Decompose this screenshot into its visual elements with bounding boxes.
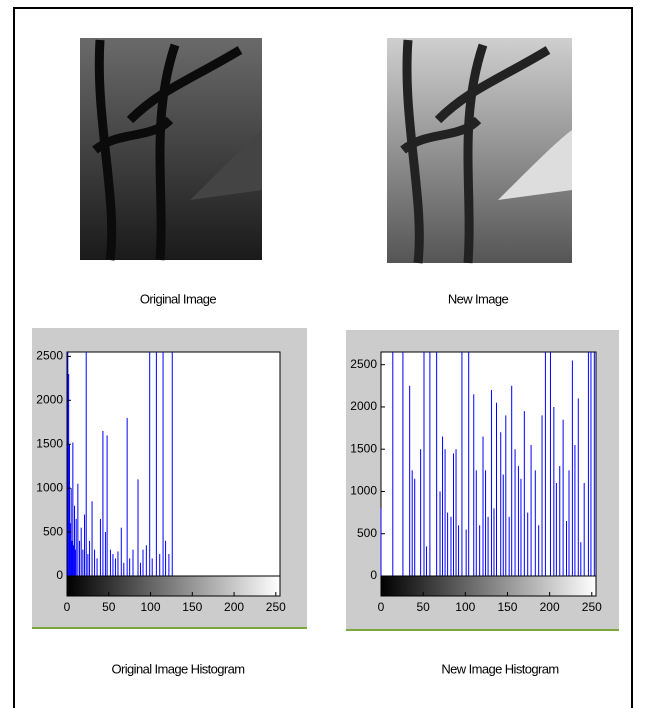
x-tick-label: 50 (416, 600, 430, 614)
chart-caption: Original Image Histogram (112, 661, 245, 676)
y-tick-label: 1000 (36, 480, 63, 494)
y-tick-label: 2000 (36, 392, 63, 406)
y-tick-label: 2000 (350, 399, 377, 413)
x-tick-label: 200 (224, 600, 244, 614)
x-tick-label: 50 (102, 600, 116, 614)
y-tick-label: 1500 (350, 441, 377, 455)
original-image (80, 38, 262, 260)
x-tick-label: 100 (141, 600, 161, 614)
plot-area (67, 352, 280, 576)
colorbar (67, 576, 280, 596)
x-tick-label: 150 (182, 600, 202, 614)
y-tick-label: 2500 (350, 357, 377, 371)
x-tick-label: 250 (582, 600, 602, 614)
figure: Original Image New Image 050010001500200… (0, 0, 646, 708)
x-tick-label: 0 (378, 600, 385, 614)
x-tick-label: 0 (64, 600, 71, 614)
colorbar (381, 576, 596, 596)
image-caption: Original Image (140, 291, 217, 306)
y-tick-label: 0 (370, 568, 377, 582)
y-tick-label: 500 (43, 524, 63, 538)
y-tick-label: 2500 (36, 349, 63, 363)
y-tick-label: 1500 (36, 436, 63, 450)
new-image (387, 38, 572, 263)
chart-caption: New Image Histogram (441, 661, 558, 676)
image-caption: New Image (448, 291, 509, 306)
x-tick-label: 250 (266, 600, 286, 614)
y-tick-label: 0 (56, 568, 63, 582)
x-tick-label: 150 (497, 600, 517, 614)
y-tick-label: 1000 (350, 484, 377, 498)
y-tick-label: 500 (357, 526, 377, 540)
x-tick-label: 100 (455, 600, 475, 614)
x-tick-label: 200 (540, 600, 560, 614)
